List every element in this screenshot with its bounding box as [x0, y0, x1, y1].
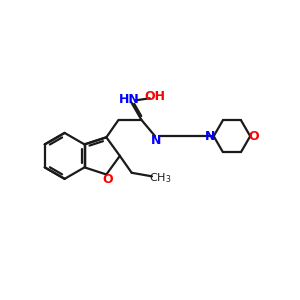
Text: CH$_3$: CH$_3$: [149, 171, 172, 185]
Text: OH: OH: [145, 90, 166, 103]
Text: O: O: [249, 130, 259, 143]
Text: HN: HN: [119, 93, 140, 106]
Text: O: O: [103, 173, 113, 186]
Text: N: N: [205, 130, 215, 143]
Text: N: N: [151, 134, 161, 147]
